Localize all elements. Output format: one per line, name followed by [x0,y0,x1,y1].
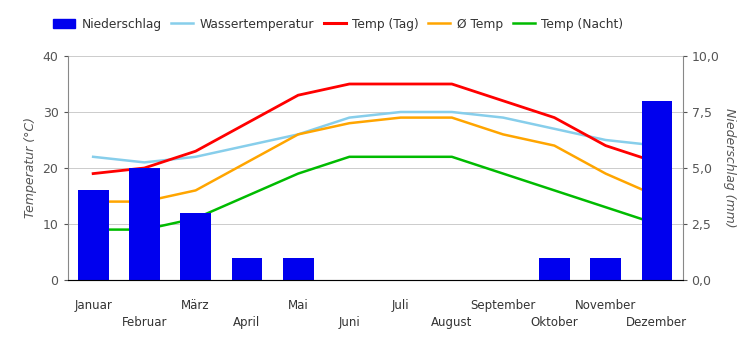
Text: Juli: Juli [392,300,410,313]
Bar [590,258,621,280]
Text: September: September [470,300,536,313]
Text: März: März [182,300,210,313]
Text: Januar: Januar [74,300,112,313]
Y-axis label: Temperatur (°C): Temperatur (°C) [24,118,37,218]
Bar [180,213,211,280]
Text: April: April [233,316,260,329]
Bar [232,258,262,280]
Text: Oktober: Oktober [530,316,578,329]
Text: November: November [575,300,636,313]
Bar [641,101,672,280]
Text: Juni: Juni [338,316,360,329]
Bar [129,168,160,280]
Text: Februar: Februar [122,316,167,329]
Bar [283,258,314,280]
Y-axis label: Niederschlag (mm): Niederschlag (mm) [723,108,736,228]
Bar [539,258,570,280]
Text: Mai: Mai [288,300,308,313]
Legend: Niederschlag, Wassertemperatur, Temp (Tag), Ø Temp, Temp (Nacht): Niederschlag, Wassertemperatur, Temp (Ta… [49,13,628,36]
Text: August: August [431,316,472,329]
Bar [78,190,109,280]
Text: Dezember: Dezember [626,316,688,329]
